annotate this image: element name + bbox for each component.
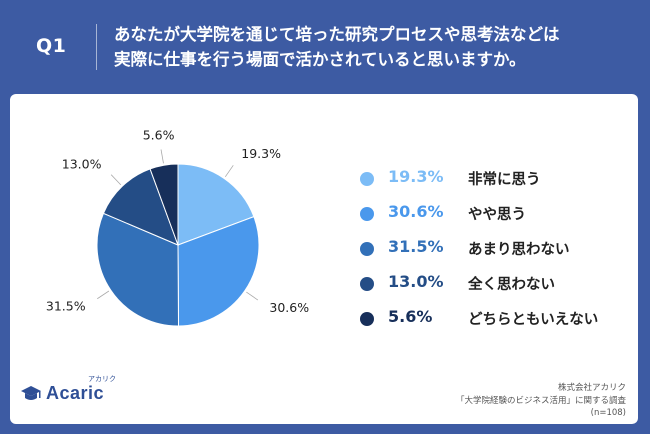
question-line-2: 実際に仕事を行う場面で活かされていると思いますか。 (114, 50, 526, 69)
legend-swatch (360, 207, 374, 221)
logo-kana: アカリク (88, 375, 116, 383)
pie-value-label-3: 13.0% (62, 157, 102, 172)
pie-chart: 19.3% 30.6% 31.5% 13.0% 5.6% (46, 128, 309, 327)
legend-percent: 30.6% (388, 202, 444, 221)
leader-line-2 (97, 290, 110, 300)
pie-value-label-1: 30.6% (269, 300, 309, 315)
legend-percent: 31.5% (388, 237, 444, 256)
header-divider (96, 24, 97, 70)
leader-line-4 (160, 149, 164, 164)
legend-swatch (360, 242, 374, 256)
source-sample: (n=108) (590, 408, 626, 418)
legend-percent: 5.6% (388, 307, 433, 326)
pie-slice-2 (96, 212, 180, 327)
legend-swatch (360, 312, 374, 326)
legend-swatch (360, 172, 374, 186)
question-header: Q1 あなたが大学院を通じて培った研究プロセスや思考法などは 実際に仕事を行う場… (0, 0, 650, 92)
source-note: 株式会社アカリク 「大学院経験のビジネス活用」に関する調査 (n=108) (456, 382, 626, 420)
pie-slice-1 (177, 215, 260, 327)
logo-text: Acaric (46, 383, 105, 403)
legend-percent: 19.3% (388, 167, 444, 186)
legend-label: 非常に思う (468, 172, 541, 188)
source-company: 株式会社アカリク (557, 383, 626, 393)
source-survey: 「大学院経験のビジネス活用」に関する調査 (455, 395, 626, 406)
question-line-1: あなたが大学院を通じて培った研究プロセスや思考法などは (114, 25, 560, 44)
leader-line-1 (246, 291, 259, 301)
mortarboard-icon (21, 386, 41, 400)
pie-slice-0 (177, 163, 255, 246)
leader-line-0 (224, 165, 234, 178)
question-number: Q1 (36, 35, 67, 57)
legend-percent: 13.0% (388, 272, 444, 291)
legend-label: あまり思わない (468, 242, 570, 258)
legend-label: 全く思わない (468, 277, 555, 293)
legend-label: どちらともいえない (468, 312, 599, 328)
pie-value-label-0: 19.3% (241, 146, 281, 161)
pie-slice-4 (149, 163, 179, 246)
legend-swatch (360, 277, 374, 291)
leader-line-3 (110, 174, 122, 186)
pie-value-label-2: 31.5% (46, 299, 86, 314)
pie-slice-3 (102, 168, 179, 246)
chart-card: 19.3% 30.6% 31.5% 13.0% 5.6% 19.3% 非常に思う 30.6%… (10, 94, 638, 424)
legend-label: やや思う (468, 207, 526, 223)
question-text: あなたが大学院を通じて培った研究プロセスや思考法などは 実際に仕事を行う場面で活… (114, 22, 634, 72)
pie-value-label-4: 5.6% (143, 128, 175, 143)
